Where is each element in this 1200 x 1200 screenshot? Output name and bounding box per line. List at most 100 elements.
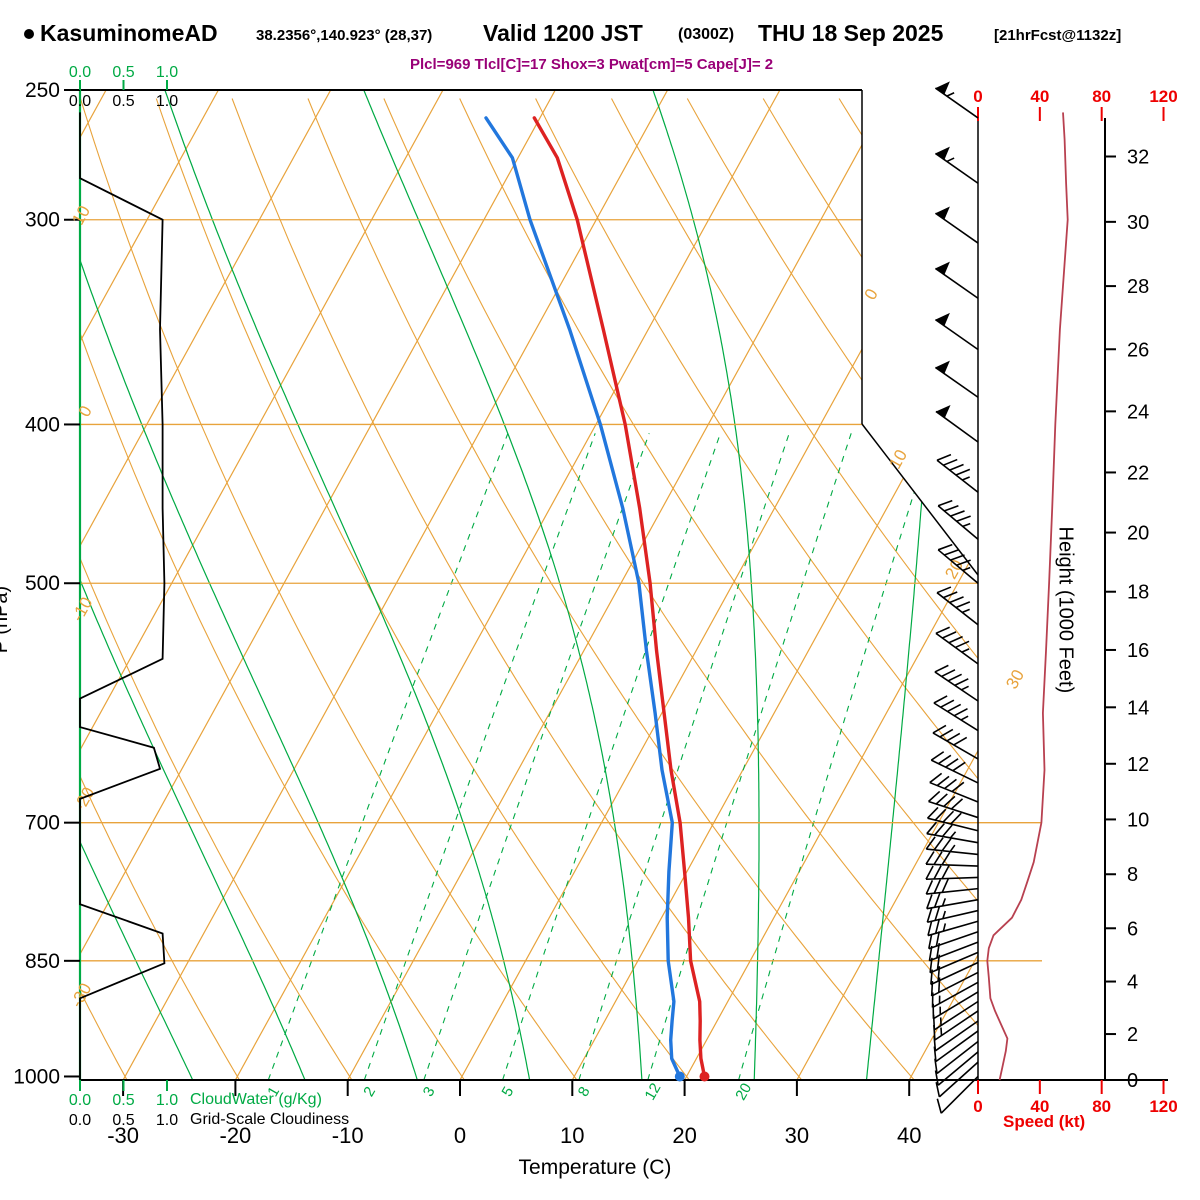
svg-text:20: 20 [672,1123,696,1148]
svg-text:0: 0 [1127,1070,1138,1092]
mixing-ratio-labels: 1 2 3 5 8 12 20 [264,1080,755,1103]
svg-text:0: 0 [973,87,982,106]
temperature-curve [532,116,710,1082]
svg-text:0.0: 0.0 [69,64,91,81]
svg-text:1000: 1000 [13,1065,60,1088]
valid-time: Valid 1200 JST [483,20,643,46]
svg-text:500: 500 [25,572,60,595]
svg-text:10: 10 [885,446,911,472]
svg-text:1.0: 1.0 [156,1112,178,1129]
mixing-ratio-lines [267,433,934,1080]
svg-text:0: 0 [861,286,882,303]
height-axis-title: Height (1000 Feet) [1054,526,1077,694]
svg-text:40: 40 [1030,87,1049,106]
moist-adiabat-lines [80,90,942,1080]
speed-axis-title: Speed (kt) [1003,1112,1086,1131]
plot-frame [78,89,1168,1081]
svg-text:0: 0 [973,1097,982,1116]
svg-text:30: 30 [1002,666,1028,692]
svg-text:2: 2 [360,1084,379,1100]
grid-field [80,90,978,1080]
svg-text:12: 12 [641,1080,664,1103]
svg-text:16: 16 [1127,640,1149,662]
dry-adiabat-lines [80,98,978,1080]
svg-text:-10: -10 [68,594,97,625]
svg-text:30: 30 [1127,212,1149,234]
speed-curve [986,112,1069,1081]
svg-text:0: 0 [454,1123,466,1148]
valid-zulu: (0300Z) [678,26,735,43]
svg-text:-30: -30 [107,1123,139,1148]
svg-text:14: 14 [1127,697,1149,719]
forecast-tag: [21hrFcst@1132z] [994,27,1122,44]
svg-text:40: 40 [897,1123,921,1148]
svg-text:30: 30 [785,1123,809,1148]
svg-text:12: 12 [1127,754,1149,776]
svg-text:40: 40 [1030,1097,1049,1116]
svg-text:8: 8 [575,1084,594,1100]
wind-barbs [925,81,979,1114]
svg-text:0.5: 0.5 [112,1092,134,1109]
station-name: KasuminomeAD [40,20,218,46]
parcel-params: Plcl=969 Tlcl[C]=17 Shox=3 Pwat[cm]=5 Ca… [410,56,774,73]
svg-text:-30: -30 [67,980,96,1011]
svg-text:1.0: 1.0 [156,64,178,81]
svg-text:22: 22 [1127,462,1149,484]
svg-text:120: 120 [1149,1097,1177,1116]
pressure-axis-title: P (hPa) [0,585,13,653]
svg-text:0: 0 [75,403,96,420]
svg-text:4: 4 [1127,972,1138,994]
cloudwater-legend: CloudWater (g/Kg) [190,1091,322,1108]
svg-text:1.0: 1.0 [156,93,178,110]
svg-text:120: 120 [1149,87,1177,106]
svg-text:0.5: 0.5 [112,64,134,81]
cloudiness-curve [79,112,166,1080]
svg-text:300: 300 [25,209,60,232]
station-bullet-icon [24,29,34,39]
svg-text:0.0: 0.0 [69,93,91,110]
svg-text:80: 80 [1092,87,1111,106]
svg-text:1.0: 1.0 [156,1092,178,1109]
svg-text:-20: -20 [220,1123,252,1148]
svg-text:-20: -20 [70,784,99,815]
svg-text:10: 10 [68,202,94,228]
svg-text:10: 10 [560,1123,584,1148]
svg-text:0.5: 0.5 [112,1112,134,1129]
svg-text:5: 5 [498,1084,517,1100]
svg-text:3: 3 [420,1084,439,1100]
dewpoint-curve [484,116,685,1082]
temperature-axis-title: Temperature (C) [518,1156,672,1179]
svg-text:20: 20 [1127,523,1149,545]
svg-text:8: 8 [1127,864,1138,886]
svg-text:0.5: 0.5 [112,93,134,110]
svg-text:2: 2 [1127,1024,1138,1046]
svg-text:20: 20 [732,1080,755,1103]
svg-text:0.0: 0.0 [69,1092,91,1109]
isotherm-lines [80,90,978,1080]
valid-date: THU 18 Sep 2025 [758,20,944,46]
svg-text:10: 10 [1127,809,1149,831]
pressure-axis: 250 300 400 500 700 850 1000 [13,79,80,1088]
isotherm-labels: 10 0 -10 -20 -30 0 10 20 30 [67,202,1028,1010]
svg-text:850: 850 [25,950,60,973]
svg-text:700: 700 [25,812,60,835]
isobar-lines [80,219,1042,962]
svg-text:250: 250 [25,79,60,102]
svg-text:80: 80 [1092,1097,1111,1116]
svg-text:6: 6 [1127,918,1138,940]
svg-text:26: 26 [1127,339,1149,361]
svg-text:32: 32 [1127,146,1149,168]
svg-text:0.0: 0.0 [69,1112,91,1129]
svg-text:400: 400 [25,413,60,436]
station-coords: 38.2356°,140.923° (28,37) [256,27,433,44]
svg-text:-10: -10 [332,1123,364,1148]
svg-text:18: 18 [1127,582,1149,604]
cloudiness-legend: Grid-Scale Cloudiness [190,1111,350,1128]
svg-text:24: 24 [1127,401,1149,423]
svg-text:20: 20 [941,556,967,582]
temperature-axis: -30 -20 -10 0 10 20 30 40 [107,1080,921,1148]
